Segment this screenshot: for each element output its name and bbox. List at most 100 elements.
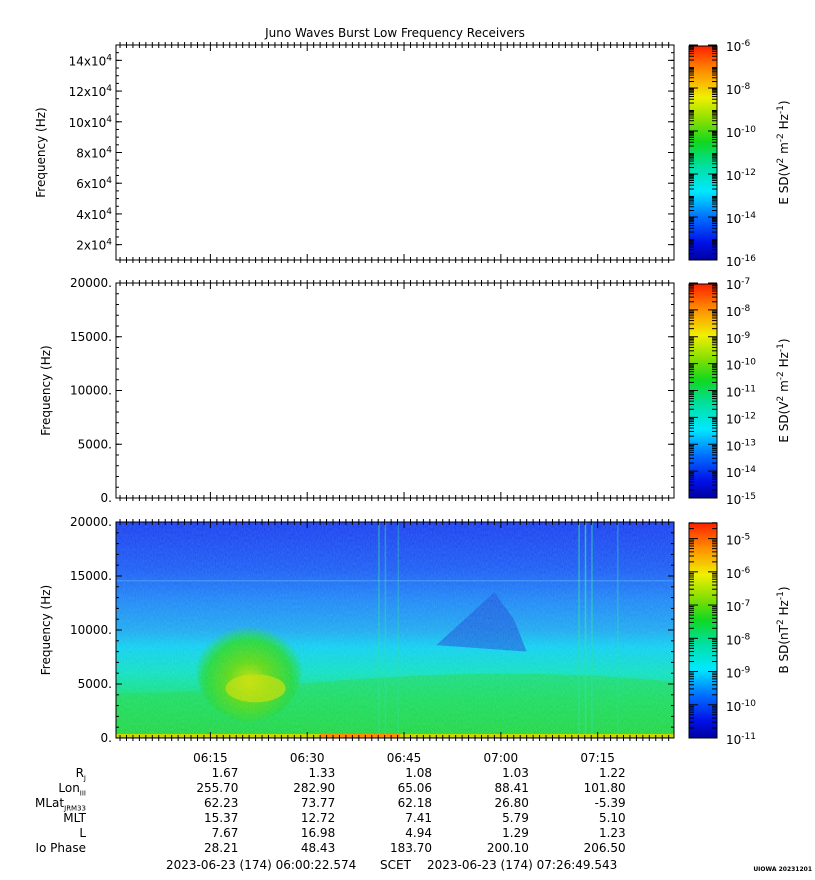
plot-frame — [115, 282, 675, 499]
ephemeris-label: L — [79, 826, 86, 840]
noise-texture — [116, 522, 674, 738]
y-tick-label: 6x104 — [76, 176, 112, 191]
ephemeris-value: 1.67 — [211, 766, 239, 780]
vertical-spike — [584, 522, 587, 738]
ephemeris-value: 255.70 — [196, 781, 239, 795]
ephemeris-value: 26.80 — [494, 796, 529, 810]
x-tick-label: 06:15 — [193, 751, 228, 765]
ephemeris-value: 282.90 — [293, 781, 336, 795]
panel-middle: 0. 5000. 10000. 15000. 20000. Frequency (Hz) 1… — [39, 276, 791, 507]
y-tick-label: 4x104 — [76, 207, 112, 222]
y-tick-label: 10x104 — [69, 115, 113, 130]
ephemeris-label: MLT — [63, 811, 86, 825]
y-tick-label: 10000. — [70, 623, 112, 637]
ephemeris-value: 48.43 — [300, 841, 336, 855]
colorbar-tick-label: 10-14 — [726, 465, 756, 480]
y-axis-label: Frequency (Hz) — [39, 345, 53, 436]
y-axis-label: Frequency (Hz) — [39, 585, 53, 676]
footer-time-frame: SCET — [380, 858, 411, 872]
y-tick-label: 20000. — [70, 276, 112, 290]
x-tick-label: 07:00 — [484, 751, 519, 765]
institution-stamp: UIOWA 20231201 — [753, 866, 812, 873]
x-tick-label: 06:30 — [290, 751, 325, 765]
plot-frame — [115, 44, 675, 261]
colorbar-tick-label: 10-16 — [726, 254, 756, 269]
y-tick-label: 14x104 — [69, 53, 113, 68]
colorbar-tick-label: 10-10 — [726, 699, 756, 714]
y-tick-label: 12x104 — [69, 84, 113, 99]
x-tick-label: 07:15 — [580, 751, 615, 765]
colorbar-tick-label: 10-9 — [726, 331, 751, 346]
footer-end-time: 2023-06-23 (174) 07:26:49.543 — [427, 858, 618, 872]
colorbar-label: B SD(nT2 Hz-1) — [776, 586, 791, 673]
colorbar-tick-label: 10-15 — [726, 492, 756, 507]
ephemeris-value: 7.67 — [211, 826, 239, 840]
y-tick-label: 8x104 — [76, 146, 112, 161]
colorbar-label: E SD(V2 m-2 Hz-1) — [776, 100, 791, 204]
colorbar-tick-label: 10-12 — [726, 411, 756, 426]
ephemeris-value: 62.18 — [397, 796, 433, 810]
vertical-spike — [578, 522, 580, 738]
colorbar — [688, 522, 718, 739]
ephemeris-value: -5.39 — [594, 796, 626, 810]
ephemeris-label: RJ — [75, 766, 86, 783]
colorbar-tick-label: 10-12 — [726, 168, 756, 183]
colorbar-tick-label: 10-10 — [726, 125, 756, 140]
vertical-spike — [591, 522, 593, 738]
ephemeris-value: 1.33 — [308, 766, 336, 780]
y-tick-label: 15000. — [70, 569, 112, 583]
y-tick-label: 20000. — [70, 515, 112, 529]
ephemeris-value: 12.72 — [300, 811, 336, 825]
y-tick-label: 0. — [101, 731, 112, 745]
ephemeris-value: 1.29 — [502, 826, 529, 840]
chart-title: Juno Waves Burst Low Frequency Receivers — [264, 26, 525, 40]
ephemeris-value: 1.08 — [405, 766, 433, 780]
y-tick-label: 10000. — [70, 384, 112, 398]
y-tick-label: 2x104 — [76, 238, 112, 253]
y-tick-label: 15000. — [70, 330, 112, 344]
colorbar-tick-label: 10-10 — [726, 358, 756, 373]
colorbar-tick-label: 10-8 — [726, 632, 751, 647]
y-tick-label: 5000. — [78, 677, 112, 691]
ephemeris-value: 206.50 — [583, 841, 626, 855]
ephemeris-value: 1.22 — [598, 766, 626, 780]
footer-start-time: 2023-06-23 (174) 06:00:22.574 — [166, 858, 357, 872]
colorbar-tick-label: 10-6 — [726, 39, 751, 54]
vertical-spike — [397, 522, 400, 738]
ephemeris-value: 88.41 — [494, 781, 529, 795]
spectrogram-image — [116, 522, 674, 738]
colorbar-tick-label: 10-7 — [726, 277, 750, 292]
y-tick-label: 5000. — [78, 437, 112, 451]
ephemeris-value: 1.23 — [598, 826, 626, 840]
colorbar-tick-label: 10-7 — [726, 599, 750, 614]
ephemeris-label: LonIII — [58, 781, 86, 798]
colorbar-tick-label: 10-8 — [726, 304, 751, 319]
ephemeris-value: 65.06 — [397, 781, 433, 795]
ephemeris-value: 4.94 — [405, 826, 433, 840]
y-axis-label: Frequency (Hz) — [34, 107, 48, 198]
ephemeris-value: 183.70 — [390, 841, 433, 855]
colorbar-tick-label: 10-6 — [726, 566, 751, 581]
ephemeris-value: 7.41 — [405, 811, 433, 825]
ephemeris-value: 5.10 — [598, 811, 626, 825]
colorbar-tick-label: 10-11 — [726, 732, 756, 747]
ephemeris-value: 73.77 — [300, 796, 336, 810]
ephemeris-value: 16.98 — [300, 826, 336, 840]
colorbar-tick-label: 10-13 — [726, 438, 756, 453]
vertical-spike — [378, 522, 380, 738]
panel-top: 2x104 4x104 6x104 8x104 10x104 12x104 14x104 Fr… — [34, 39, 791, 269]
y-tick-label: 0. — [101, 491, 112, 505]
ephemeris-value: 28.21 — [204, 841, 239, 855]
colorbar-tick-label: 10-14 — [726, 211, 756, 226]
ephemeris-value: 200.10 — [486, 841, 529, 855]
panel-bottom: 0. 5000. 10000. 15000. 20000. Frequency (Hz) 1… — [39, 515, 791, 747]
ephemeris-value: 62.23 — [204, 796, 239, 810]
ephemeris-value: 101.80 — [583, 781, 626, 795]
ephemeris-label: Io Phase — [35, 841, 86, 855]
ephemeris-label: MLatJRM33 — [35, 796, 86, 813]
colorbar-tick-label: 10-11 — [726, 385, 756, 400]
low-frequency-peak — [320, 734, 401, 737]
ephemeris-value: 1.03 — [502, 766, 529, 780]
colorbar-tick-label: 10-5 — [726, 533, 750, 548]
